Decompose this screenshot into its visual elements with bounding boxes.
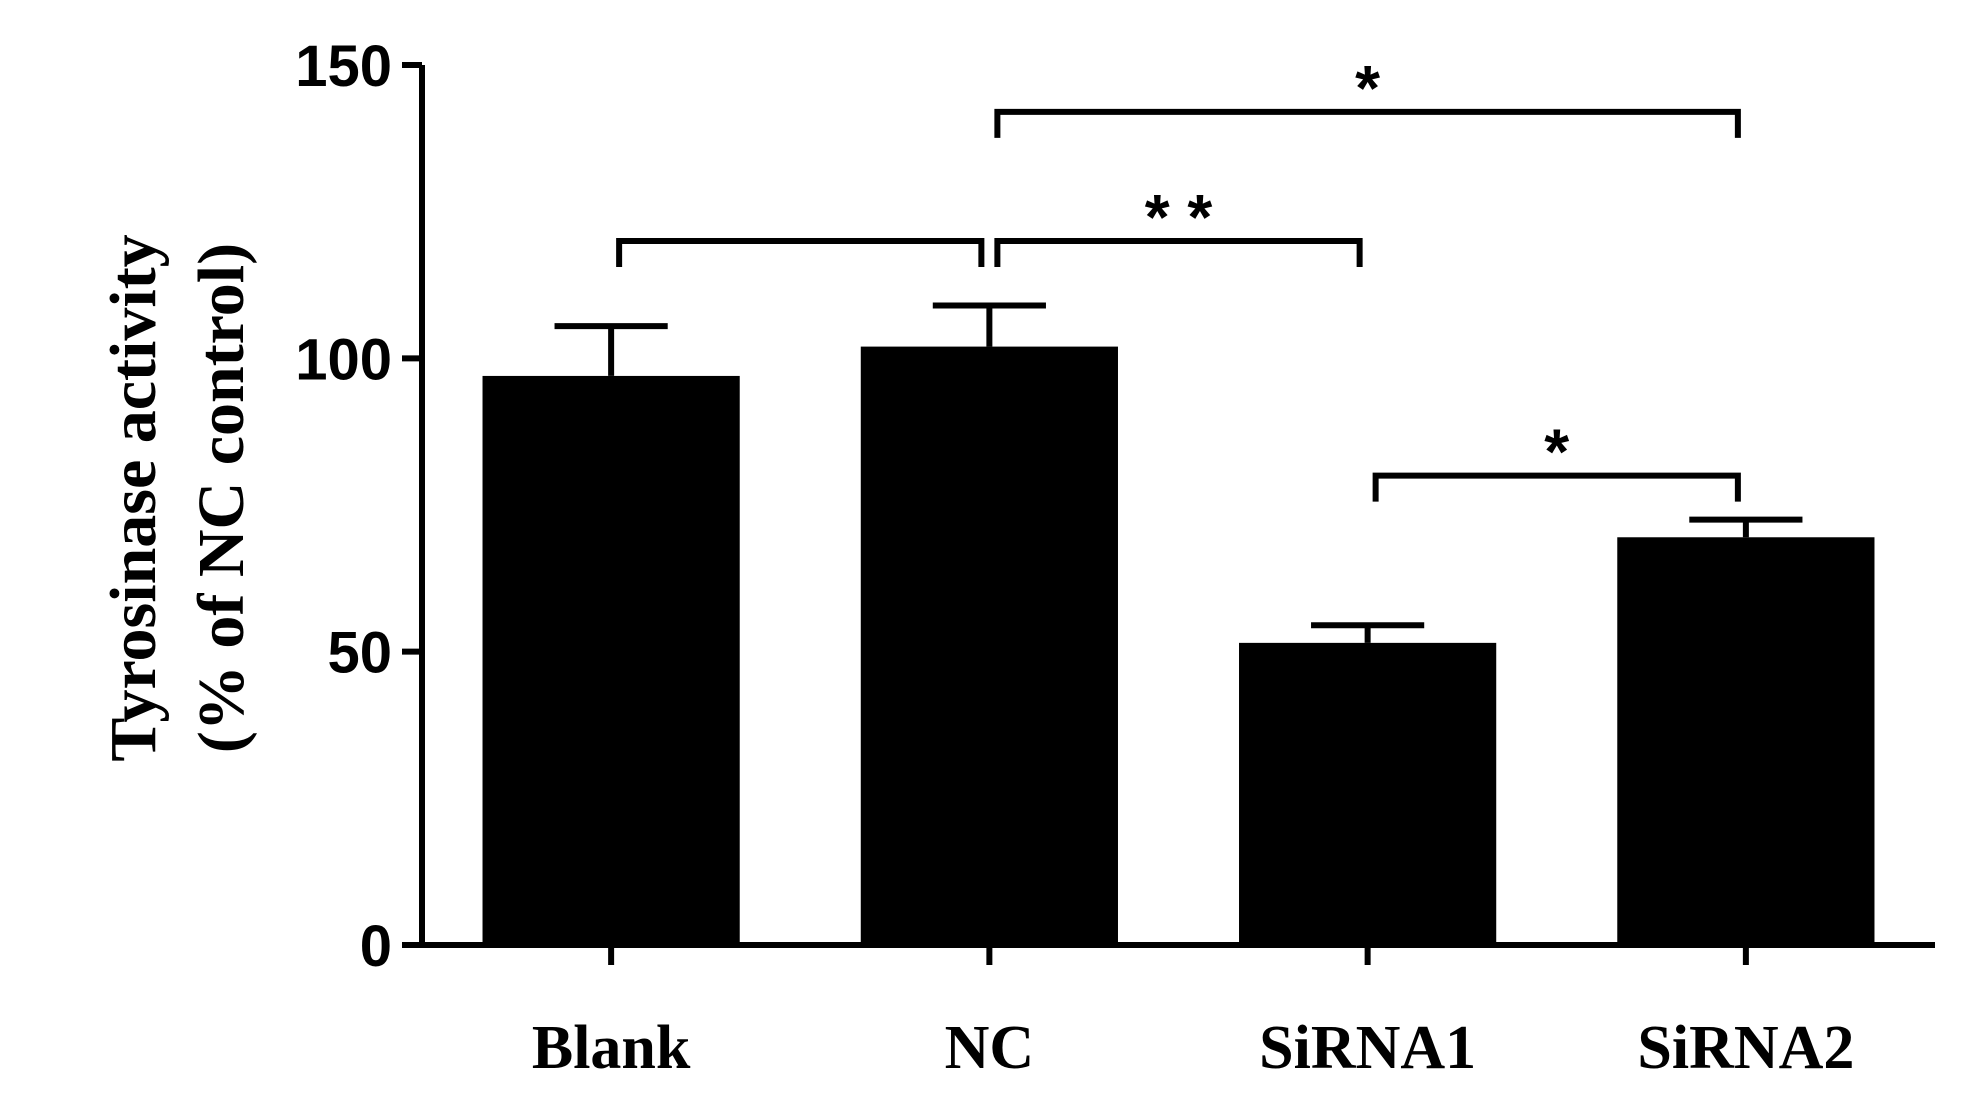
bar [1617, 537, 1875, 945]
bar [482, 375, 740, 945]
y-axis-title-line-2: (% of NC control) [185, 243, 258, 753]
x-category-label: Blank [532, 1014, 691, 1082]
x-category-label: SiRNA1 [1259, 1014, 1476, 1082]
significance-label: * [1544, 416, 1569, 488]
y-axis-title-line-1: Tyrosinase activity [97, 234, 170, 761]
y-tick-label: 0 [360, 914, 392, 979]
significance-label: * * [1145, 181, 1213, 253]
y-axis-title: Tyrosinase activity (% of NC control) [97, 234, 258, 761]
y-tick-label: 150 [295, 34, 392, 99]
significance-bracket [616, 238, 985, 267]
y-tick-label: 100 [295, 327, 392, 392]
y-tick-label: 50 [327, 621, 392, 686]
bars [482, 346, 1875, 946]
x-category-label: SiRNA2 [1637, 1014, 1854, 1082]
significance-bracket [1372, 472, 1741, 502]
significance-bracket [994, 108, 1741, 138]
bar [860, 346, 1118, 946]
significance-bracket [994, 238, 1363, 267]
error-bars [554, 302, 1803, 643]
x-category-label: NC [945, 1014, 1035, 1082]
significance-brackets: * * * * [616, 52, 1741, 502]
significance-label: * [1355, 52, 1380, 124]
axis-labels: 0 50 100 150 Blank NC SiRNA1 SiRNA2 [295, 34, 1854, 1082]
bar [1239, 642, 1497, 945]
